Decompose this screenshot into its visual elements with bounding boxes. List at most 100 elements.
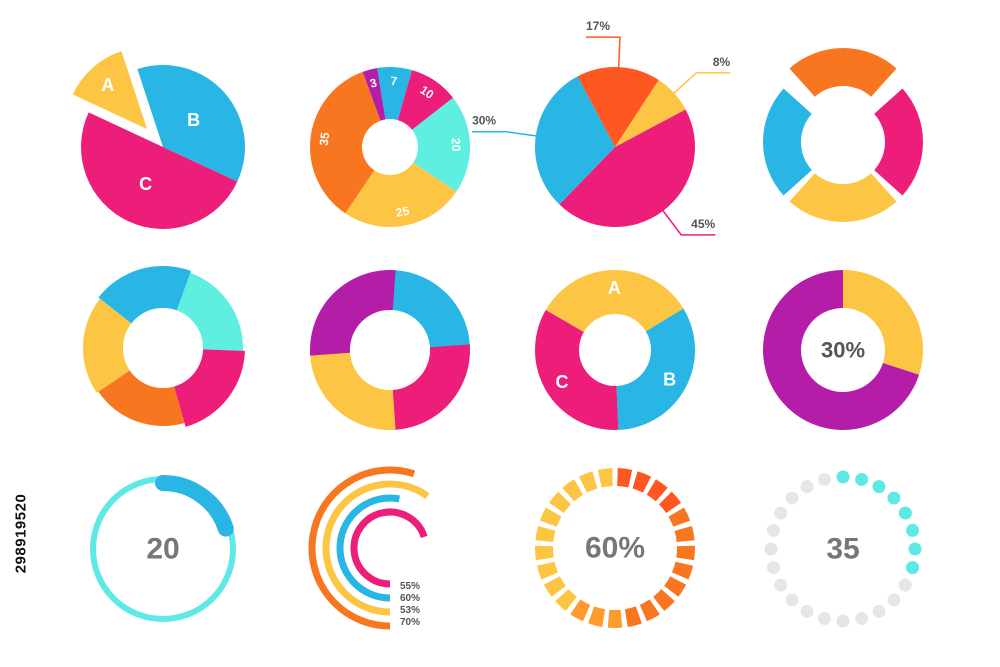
segment-label-3: 3 bbox=[368, 75, 378, 90]
ring-dot bbox=[898, 578, 912, 592]
radial-arc-label-70%: 70% bbox=[400, 617, 420, 628]
ring-dot bbox=[785, 593, 799, 607]
pie-slice-B bbox=[137, 65, 245, 182]
donut-segment-0 bbox=[176, 272, 243, 351]
center-label: 30% bbox=[821, 338, 865, 363]
ring-dot bbox=[774, 506, 788, 520]
donut-segment-1 bbox=[763, 270, 920, 430]
donut-segment-C bbox=[534, 310, 619, 430]
ring-segment bbox=[555, 589, 577, 612]
ring-segment bbox=[674, 525, 695, 542]
slice-label-C: C bbox=[139, 174, 152, 194]
donut-segment-25 bbox=[345, 162, 457, 227]
callout-label-17%: 17% bbox=[586, 19, 610, 33]
ring-segment bbox=[543, 576, 566, 597]
ring-segment bbox=[639, 599, 660, 622]
radial-arc-label-60%: 60% bbox=[400, 593, 420, 604]
ring-segment bbox=[676, 545, 695, 561]
progress-fill bbox=[155, 475, 234, 537]
radial-arc-55% bbox=[308, 466, 416, 630]
pie-slice-17% bbox=[577, 66, 659, 147]
ring-dot bbox=[855, 612, 869, 626]
ring-dot bbox=[800, 480, 814, 494]
ring-dot bbox=[872, 604, 886, 618]
stock-id-text: 298919520 bbox=[12, 493, 30, 574]
ring-segment bbox=[624, 606, 642, 627]
radial-arc-53% bbox=[336, 494, 401, 602]
segment-label-20: 20 bbox=[449, 138, 463, 152]
donut-hole bbox=[123, 308, 203, 388]
callout-label-30%: 30% bbox=[472, 114, 496, 128]
donut-segment-0 bbox=[843, 270, 924, 375]
callout-label-8%: 8% bbox=[713, 55, 731, 69]
ring-dot bbox=[817, 612, 831, 626]
donut-segment-3 bbox=[310, 270, 396, 356]
radial-arc-60% bbox=[322, 480, 430, 616]
chart-percent-donut: 30% bbox=[763, 270, 924, 430]
segment-label-A: A bbox=[608, 278, 621, 298]
ring-dot bbox=[766, 523, 780, 537]
donut-segment-3 bbox=[362, 68, 386, 121]
segment-label-B: B bbox=[663, 369, 676, 389]
chart-gapped-donut bbox=[763, 47, 923, 223]
segment-label-25: 25 bbox=[395, 204, 411, 220]
radial-arc-label-55%: 55% bbox=[400, 581, 420, 592]
donut-segment-0 bbox=[789, 47, 897, 97]
ring-segment bbox=[588, 606, 606, 627]
callout-line-8% bbox=[667, 72, 731, 100]
callout-line-45% bbox=[657, 204, 716, 236]
chart-exploded-pie: A B C bbox=[72, 51, 245, 229]
segment-label-7: 7 bbox=[390, 74, 398, 88]
ring-segment bbox=[535, 545, 554, 561]
donut-segment-4 bbox=[98, 265, 192, 324]
ring-dot bbox=[898, 506, 912, 520]
radial-arc-label-53%: 53% bbox=[400, 605, 420, 616]
ring-dot bbox=[800, 604, 814, 618]
donut-segment-7 bbox=[377, 66, 413, 121]
chart-jagged-donut bbox=[83, 265, 245, 427]
ring-segment bbox=[536, 561, 559, 580]
donut-segment-2 bbox=[98, 370, 185, 426]
segment-label-35: 35 bbox=[317, 131, 333, 146]
center-label: 35 bbox=[826, 533, 859, 566]
ring-segment bbox=[658, 491, 682, 513]
pie-slice-C bbox=[81, 112, 238, 229]
ring-segment bbox=[548, 491, 572, 513]
ring-dot bbox=[908, 542, 922, 556]
ring-segment bbox=[570, 599, 591, 622]
chart-callout-pie: 17% 8% 45% 30% bbox=[472, 19, 731, 236]
ring-segment bbox=[671, 561, 694, 580]
pie-slice-45% bbox=[559, 109, 696, 228]
ring-segment bbox=[597, 468, 613, 488]
donut-segment-35 bbox=[310, 71, 381, 214]
chart-dotted-ring: 35 bbox=[764, 470, 922, 628]
donut-segment-10 bbox=[397, 70, 454, 130]
donut-segment-A bbox=[545, 269, 684, 332]
callout-line-30% bbox=[472, 130, 544, 138]
ring-dot bbox=[774, 578, 788, 592]
donut-segment-B bbox=[616, 308, 696, 430]
radial-arc-70% bbox=[350, 508, 428, 588]
donut-segment-1 bbox=[874, 88, 923, 196]
ring-segment bbox=[607, 609, 623, 629]
donut-segment-20 bbox=[412, 97, 470, 192]
callout-line-17% bbox=[585, 36, 621, 76]
ring-dot bbox=[817, 472, 831, 486]
pie-slice-30% bbox=[535, 76, 615, 205]
ring-dot bbox=[836, 614, 850, 628]
ring-segment bbox=[539, 507, 562, 527]
slice-label-B: B bbox=[187, 110, 200, 130]
ring-segment bbox=[664, 576, 687, 597]
donut-segment-2 bbox=[789, 173, 897, 223]
ring-dot bbox=[887, 593, 901, 607]
ring-segment bbox=[668, 507, 691, 527]
ring-segment bbox=[562, 479, 584, 502]
ring-segment bbox=[653, 589, 675, 612]
chart-radial-arcs: 55%60%53%70% bbox=[308, 466, 430, 630]
ring-segment bbox=[578, 471, 598, 493]
pie-slice-8% bbox=[615, 80, 686, 147]
stock-id-vertical: 298919520 bbox=[6, 435, 30, 635]
ring-segment bbox=[632, 471, 652, 493]
chart-interlocked-donut bbox=[310, 270, 470, 430]
